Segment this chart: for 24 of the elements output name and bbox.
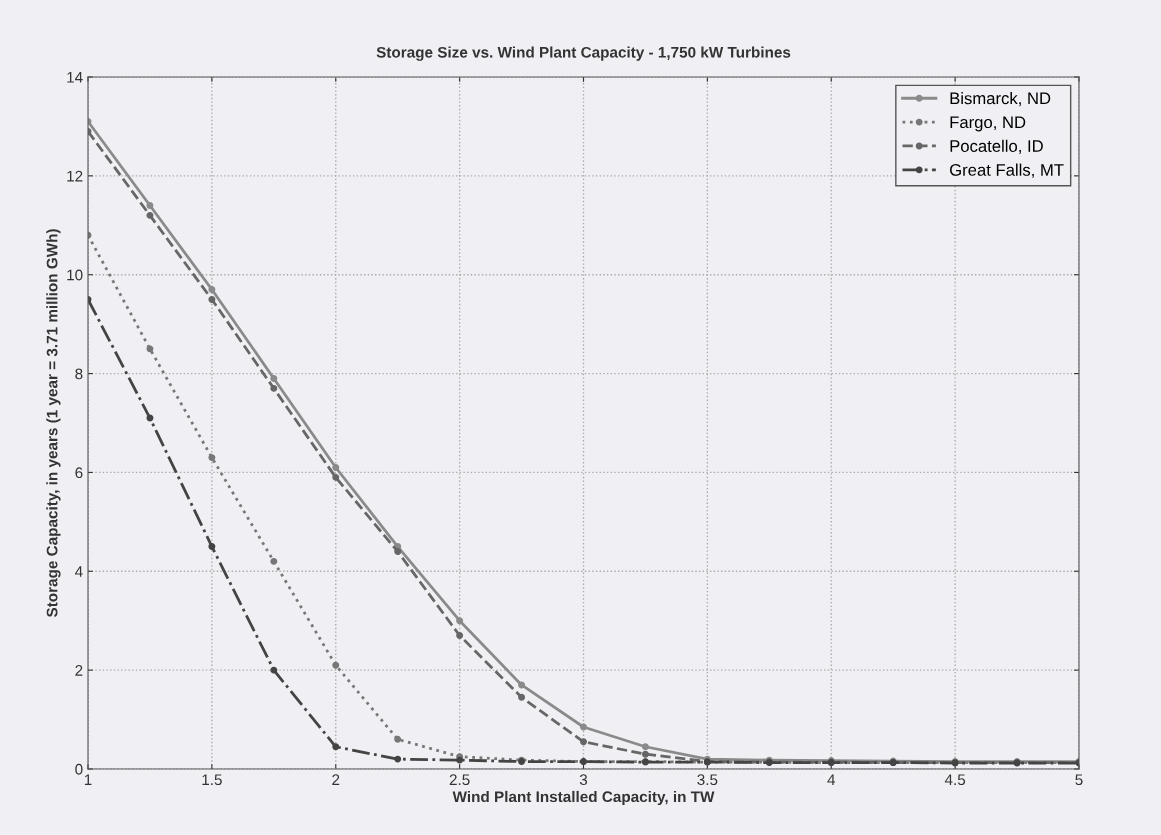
y-tick-label: 6 [75, 467, 83, 479]
y-tick-label: 12 [67, 170, 83, 182]
x-tick-label: 2 [332, 774, 340, 785]
legend-label: Great Falls, MT [950, 163, 1064, 178]
y-tick-label: 0 [75, 763, 83, 775]
y-axis-title: Storage Capacity, in years (1 year = 3.71 million GWh) [46, 229, 61, 618]
x-tick-label: 4.5 [944, 774, 966, 786]
x-tick-label: 4 [827, 774, 836, 785]
chart-title: Storage Size vs. Wind Plant Capacity - 1,750 kW Turbines [376, 46, 791, 61]
x-axis-title: Wind Plant Installed Capacity, in TW [452, 790, 715, 806]
y-tick-label: 8 [75, 368, 83, 380]
legend-label: Pocatello, ID [950, 139, 1043, 154]
y-tick-label: 14 [67, 72, 83, 83]
x-tick-label: 3 [579, 774, 588, 786]
y-tick-label: 10 [67, 269, 83, 281]
x-tick-label: 1.5 [202, 774, 222, 786]
y-tick-label: 4 [74, 566, 83, 577]
x-tick-label: 2.5 [449, 774, 470, 786]
x-tick-label: 1 [84, 774, 92, 785]
x-tick-label: 3.5 [697, 774, 718, 786]
x-tick-label: 5 [1075, 774, 1083, 786]
y-tick-label: 2 [75, 665, 83, 676]
legend-label: Bismarck, ND [950, 92, 1051, 107]
legend-label: Fargo, ND [950, 116, 1026, 132]
